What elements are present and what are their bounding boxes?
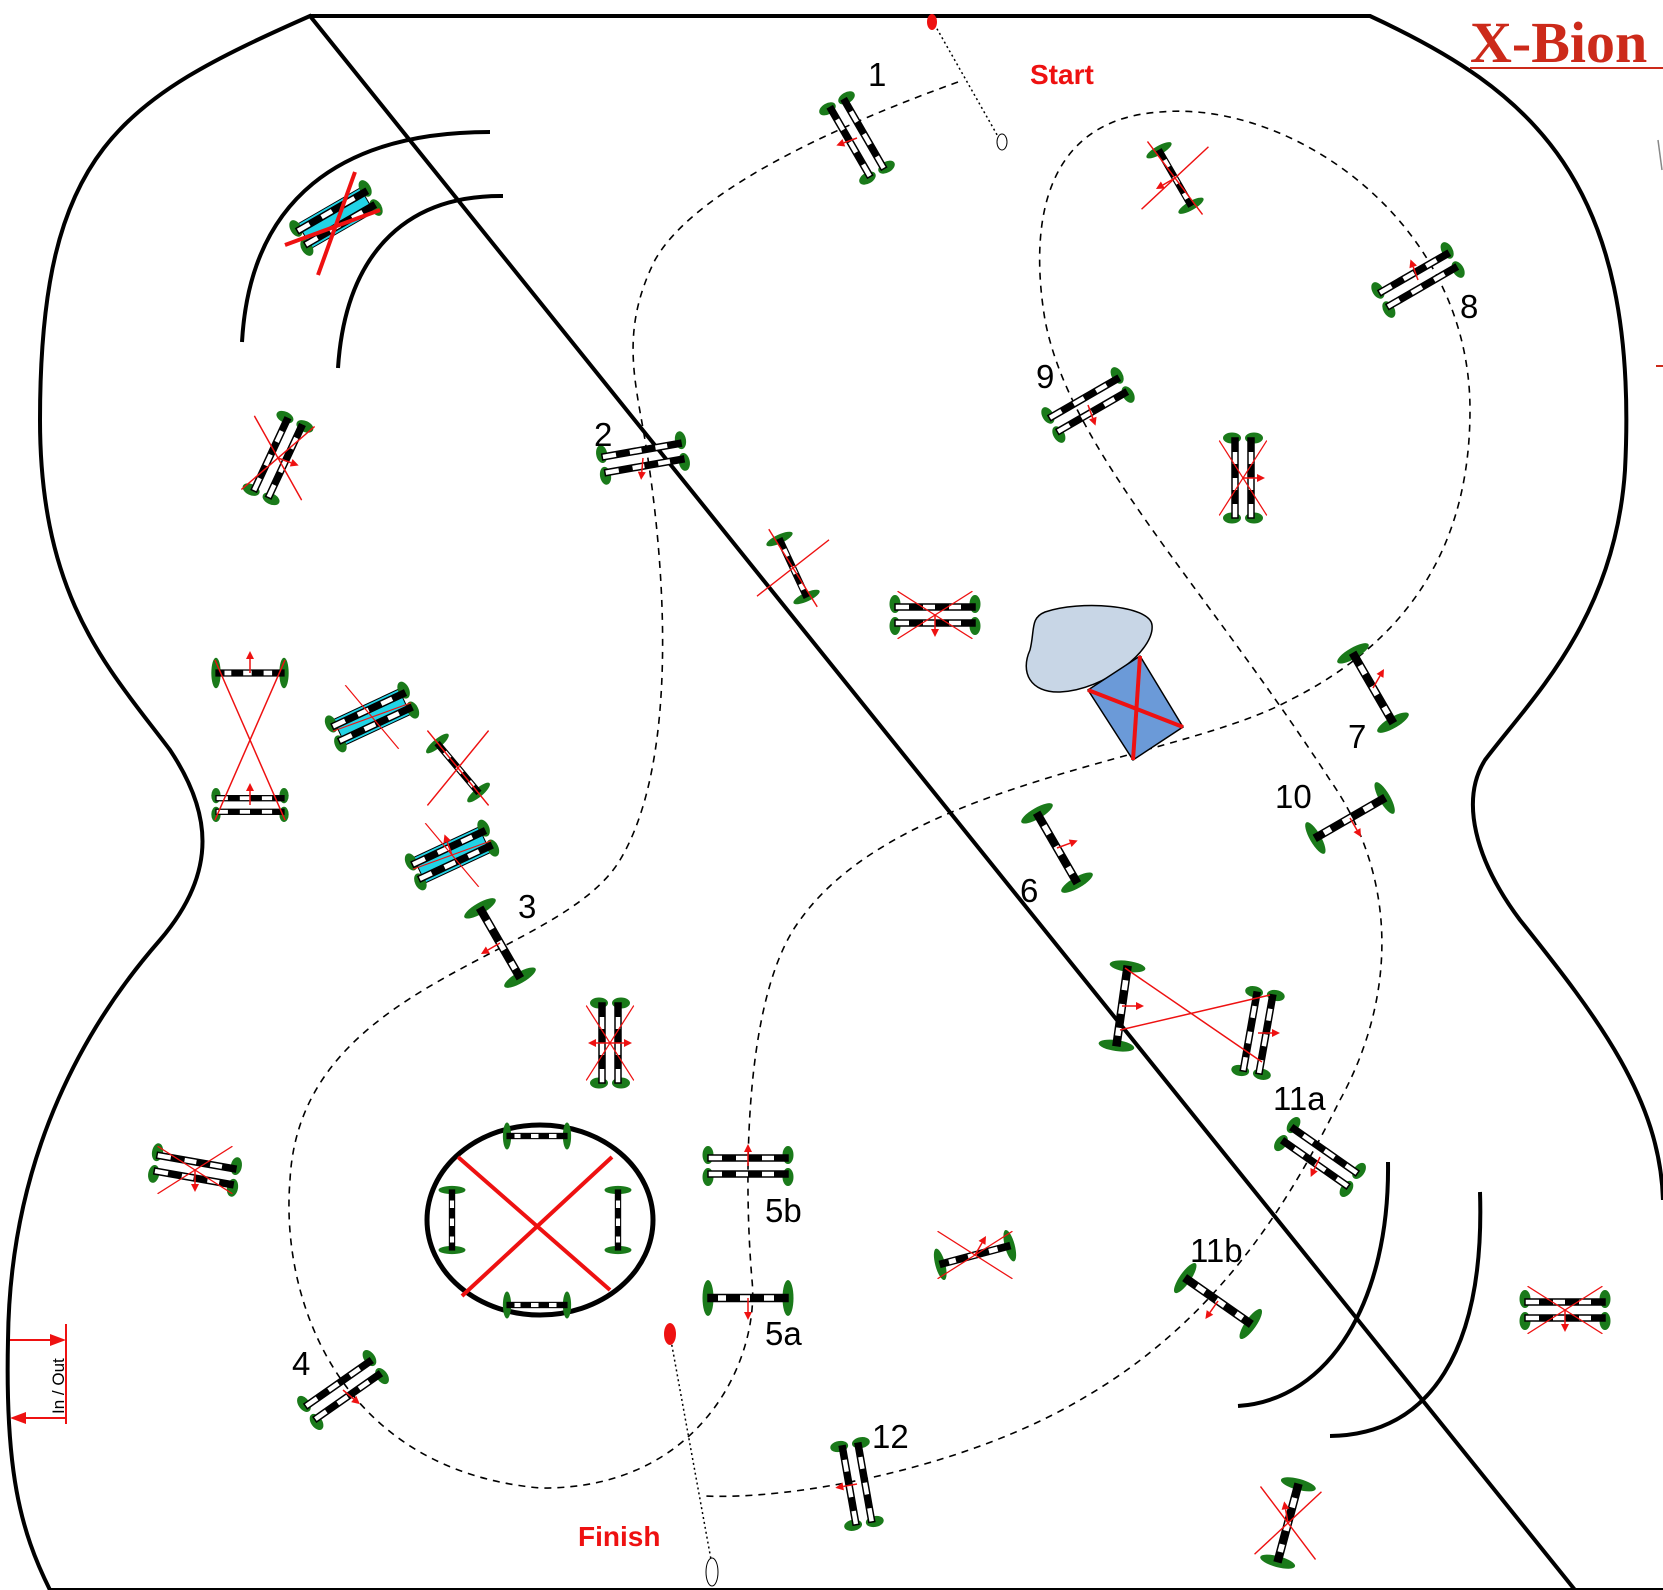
page-title: X-Bion (1470, 10, 1647, 75)
course-path (288, 81, 1471, 1498)
fence-10 (1300, 778, 1400, 858)
fence-label-2: 2 (594, 416, 612, 453)
fence-label-9: 9 (1036, 358, 1054, 395)
unused-water-oxer-left-2 (402, 818, 501, 893)
in-out-gate (10, 1324, 67, 1424)
fence-label-11b: 11b (1190, 1232, 1243, 1269)
fence-label-8: 8 (1460, 288, 1478, 325)
unused-oxer-center-2 (888, 590, 982, 640)
curve-wall-right-inner (1237, 1161, 1391, 1408)
fence-label-3: 3 (518, 888, 536, 925)
unused-oxer-bottom-left (145, 1141, 245, 1199)
unused-vertical-top-right (1140, 138, 1210, 218)
unused-oxer-center-left (585, 996, 635, 1090)
unused-water-oxer-top-left (284, 171, 385, 276)
fence-label-7: 7 (1348, 718, 1366, 755)
in-out-label: In / Out (49, 1358, 68, 1414)
fence-label-4: 4 (292, 1345, 310, 1382)
fence-label-6: 6 (1020, 872, 1038, 909)
start-line (927, 14, 1008, 151)
fence-label-5b: 5b (765, 1192, 802, 1229)
fence-label-5a: 5a (765, 1315, 802, 1352)
unused-vertical-bottom-right (1253, 1473, 1323, 1573)
liverpool-obstacle (1086, 654, 1185, 762)
curve-wall-top-inner (336, 193, 504, 369)
unused-double-right (1097, 957, 1287, 1083)
arena-outline (5, 13, 1663, 1590)
fence-1 (816, 87, 898, 189)
fence-label-12: 12 (872, 1418, 909, 1455)
fence-label-10: 10 (1275, 778, 1312, 815)
fence-7 (1333, 638, 1413, 738)
fence-5a (701, 1279, 795, 1321)
unused-oxer-right-1 (1218, 431, 1268, 525)
finish-label: Finish (578, 1521, 660, 1552)
curve-wall-right-outer (1329, 1191, 1483, 1438)
fence-label-11a: 11a (1273, 1080, 1326, 1117)
curve-wall-top-outer (240, 130, 491, 343)
fence-8 (1367, 239, 1469, 321)
start-label: Start (1030, 59, 1094, 90)
fence-11b (1169, 1259, 1267, 1343)
unused-water-oxer-left-1 (322, 680, 421, 755)
unused-vertical-center-bottom (930, 1228, 1020, 1282)
ring-enclosure (424, 1121, 656, 1320)
fence-11a (1270, 1113, 1370, 1201)
unused-triple-left (210, 650, 290, 823)
unused-vertical-left-1 (422, 729, 494, 807)
unused-oxer-left-1 (239, 407, 317, 509)
unused-oxer-far-right (1518, 1285, 1612, 1335)
fence-label-1: 1 (868, 56, 886, 93)
unused-oxer-center-1 (756, 528, 830, 608)
side-note-mark-1 (1657, 139, 1663, 171)
pond-obstacle (1025, 604, 1153, 693)
finish-line (664, 1323, 719, 1587)
